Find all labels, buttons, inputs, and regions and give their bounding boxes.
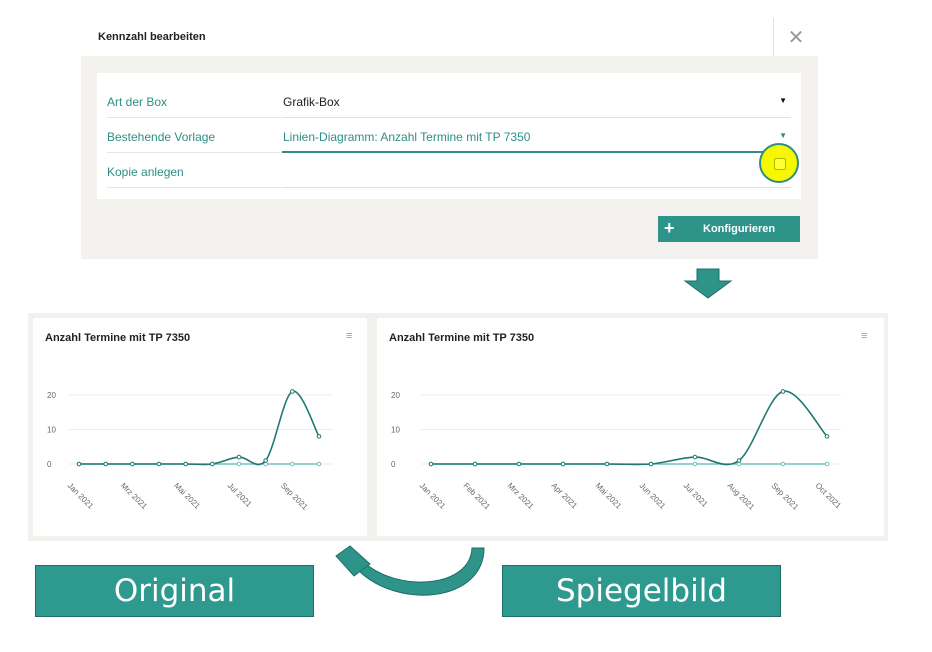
x-tick-label: Jun 2021 [638,481,668,511]
x-tick-label: Feb 2021 [462,481,493,512]
data-point [236,461,242,467]
x-tick-label: Sep 2021 [770,481,801,512]
data-point [210,461,215,467]
y-tick-label: 10 [391,425,400,434]
dialog-header: Kennzahl bearbeiten ✕ [81,18,818,56]
chart-panel-mirror: Anzahl Termine mit TP 7350 ≡ 0 10 20 Jan 20… [377,318,884,536]
field-art-der-box[interactable]: Art der Box Grafik-Box ▼ [107,83,791,118]
down-arrow-icon [683,268,733,299]
data-point [516,461,522,467]
y-tick-label: 10 [47,425,56,434]
divider [107,152,281,153]
configure-button-label: Konfigurieren [703,223,776,235]
x-tick-label: Sep 2021 [279,481,310,512]
data-point [692,454,698,460]
y-tick-label: 0 [47,460,52,469]
x-tick-label: Apr 2021 [550,481,580,511]
data-point [183,461,188,467]
data-point [316,434,322,439]
menu-icon[interactable]: ≡ [861,330,868,342]
data-point [316,461,322,467]
data-point [780,461,786,467]
chart-panel-original: Anzahl Termine mit TP 7350 ≡ 0 10 20 Jan 20… [33,318,367,536]
x-tick-label: Mai 2021 [172,481,202,511]
data-point [103,461,108,467]
configure-button[interactable]: + Konfigurieren [658,216,800,242]
chevron-down-icon[interactable]: ▼ [779,96,787,105]
select-underline-active [282,151,791,153]
divider [107,117,281,118]
data-point [263,458,268,463]
data-point [428,461,434,467]
data-point [604,461,610,467]
data-point [290,389,295,394]
data-point [130,461,135,467]
dialog-title: Kennzahl bearbeiten [98,31,206,43]
field-label: Kopie anlegen [107,165,184,179]
close-icon[interactable]: ✕ [787,27,805,49]
field-kopie-anlegen[interactable]: Kopie anlegen [107,153,791,188]
data-point [560,461,566,467]
data-point [692,461,698,467]
data-point [824,434,830,439]
field-underline [282,187,791,188]
chart-svg: 0 10 20 Jan 2021 Feb 2021 Mrz 2021 Apr 2021 Mai… [391,389,844,512]
data-point [824,461,830,467]
y-tick-label: 20 [47,391,56,400]
chart-svg: 0 10 20 Jan 2021 Mrz 2021 Mai 2021 Jul 2021 Sep… [47,389,333,512]
y-tick-label: 0 [391,460,396,469]
x-tick-label: Mrz 2021 [119,481,149,511]
caption-mirror: Spiegelbild [502,565,781,617]
box-type-select[interactable]: Grafik-Box [283,95,340,109]
caption-original: Original [35,565,314,617]
divider [107,187,281,188]
x-tick-label: Jul 2021 [682,481,710,509]
curved-arrow-icon [335,545,485,596]
chart-title: Anzahl Termine mit TP 7350 [45,332,191,344]
field-label: Bestehende Vorlage [107,130,216,144]
charts-container: Anzahl Termine mit TP 7350 ≡ 0 10 20 Jan 20… [28,313,888,541]
header-divider [773,18,774,56]
x-tick-label: Mai 2021 [594,481,624,511]
form-card: Art der Box Grafik-Box ▼ Bestehende Vorl… [97,73,801,199]
y-tick-label: 20 [391,391,400,400]
x-tick-label: Oct 2021 [814,481,844,511]
data-point [780,389,786,394]
series-line [79,390,320,466]
field-bestehende-vorlage[interactable]: Bestehende Vorlage Linien-Diagramm: Anza… [107,118,791,153]
x-tick-label: Mrz 2021 [506,481,536,511]
x-tick-label: Jan 2021 [418,481,448,511]
x-tick-label: Jul 2021 [226,481,254,509]
data-point [290,461,295,467]
data-point [236,454,242,460]
template-select[interactable]: Linien-Diagramm: Anzahl Termine mit TP 7… [283,130,531,144]
data-point [472,461,478,467]
menu-icon[interactable]: ≡ [346,330,353,342]
data-point [736,458,742,463]
data-point [76,461,82,467]
data-point [156,461,162,467]
plus-icon: + [664,218,675,238]
copy-checkbox[interactable] [774,158,786,170]
data-point [648,461,654,467]
series-line [431,390,828,466]
select-underline [282,117,791,118]
chevron-down-icon[interactable]: ▼ [779,131,787,140]
chart-title: Anzahl Termine mit TP 7350 [389,332,535,344]
field-label: Art der Box [107,95,168,109]
dialog-body: Art der Box Grafik-Box ▼ Bestehende Vorl… [81,56,818,259]
x-tick-label: Aug 2021 [726,481,757,512]
x-tick-label: Jan 2021 [66,481,96,511]
copy-checkbox-highlight[interactable] [759,143,799,183]
